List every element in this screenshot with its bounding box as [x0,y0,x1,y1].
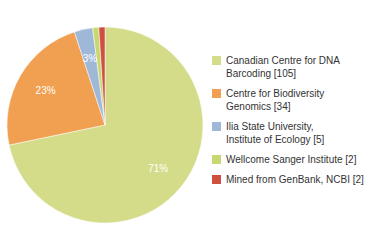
html-text:Wellcome Sanger Institute [2]: Wellcome Sanger Institute [2] [226,154,357,165]
html-text:Mined from GenBank, NCBI [2]: Mined from GenBank, NCBI [2] [226,174,364,185]
html-text:Ilia State University,: Ilia State University, [226,121,314,132]
html-text:Centre for Biodiversity: Centre for Biodiversity [226,88,325,99]
html-text:Genomics [34]: Genomics [34] [226,101,291,112]
svg-text:3%: 3% [83,53,98,64]
html-text:Barcoding [105]: Barcoding [105] [226,68,297,79]
svg-text:71%: 71% [148,163,168,174]
svg-text:23%: 23% [36,85,56,96]
html-text:Institute of Ecology [5]: Institute of Ecology [5] [226,134,325,145]
html-text:Canadian Centre for DNA: Canadian Centre for DNA [226,55,340,66]
